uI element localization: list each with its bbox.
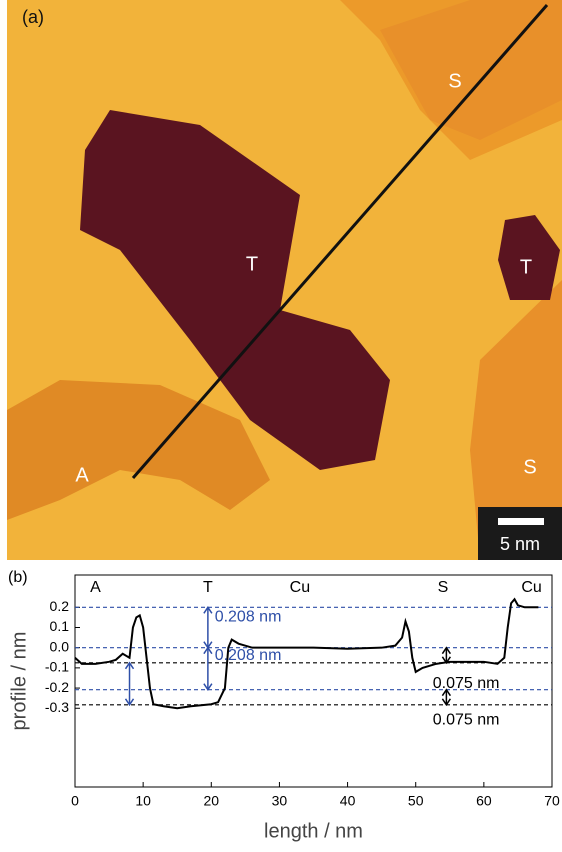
profile-chart: (b) profile / nm length / nm 0 10 20 30 40 50 60 7… (8, 569, 560, 842)
region-label: A (75, 464, 89, 486)
region-label: A (90, 579, 101, 596)
x-tick-label: 60 (476, 793, 492, 809)
profile-line (131, 4, 549, 479)
x-tick-label: 50 (408, 793, 424, 809)
arrow-head (203, 646, 213, 692)
annotation: 0.208 nm (215, 647, 282, 664)
x-tick-label: 30 (272, 793, 288, 809)
region-label: S (438, 579, 449, 596)
x-tick-label: 20 (203, 793, 219, 809)
region-label: Cu (290, 579, 310, 596)
scale-bar-box (478, 507, 562, 560)
arrow-head (124, 661, 135, 707)
region-label: Cu (521, 579, 541, 596)
region-label: T (246, 253, 258, 275)
region-label: T (520, 256, 532, 278)
x-tick-label: 10 (135, 793, 151, 809)
scale-label: 5 nm (500, 534, 540, 554)
x-tick-label: 70 (544, 793, 560, 809)
y-tick-label: 0.1 (50, 618, 70, 634)
panel-label: (a) (22, 7, 44, 27)
scale-bar (498, 518, 544, 525)
region-label: S (448, 70, 461, 92)
profile-line (74, 597, 539, 710)
y-tick-label: -0.3 (45, 699, 69, 715)
arrow-head (441, 688, 452, 707)
y-tick-label: 0.0 (50, 638, 70, 654)
x-tick-label: 40 (340, 793, 356, 809)
a-domain (7, 380, 270, 520)
t-domain (498, 215, 560, 300)
region-label: S (523, 456, 536, 478)
annotation: 0.075 nm (433, 675, 500, 692)
y-tick-label: 0.2 (50, 598, 70, 614)
t-domain (80, 110, 390, 470)
stm-image: 5 nm (a) S T T S A (7, 0, 562, 560)
y-tick-label: -0.1 (45, 659, 69, 675)
s-domain (380, 0, 562, 140)
y-axis-label: profile / nm (8, 632, 30, 731)
plot-frame (74, 574, 553, 788)
x-axis-label: length / nm (264, 820, 363, 842)
arrow-head (441, 646, 452, 665)
annotation: 0.208 nm (215, 609, 282, 626)
region-label: T (203, 579, 213, 596)
y-tick-label: -0.2 (45, 679, 69, 695)
s-domain (470, 280, 562, 560)
panel-label: (b) (8, 569, 28, 586)
x-tick-label: 0 (71, 793, 79, 809)
annotation: 0.075 nm (433, 712, 500, 729)
